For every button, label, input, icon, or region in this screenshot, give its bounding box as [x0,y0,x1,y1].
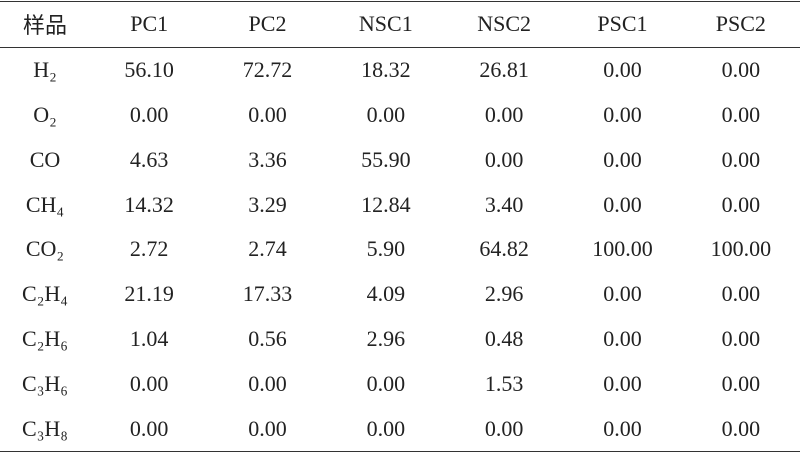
header-cell: PSC2 [715,11,766,37]
value-cell: 0.48 [484,325,524,351]
value-cell: 0.00 [366,370,406,396]
header-cell: 样品 [22,13,67,39]
value-cell: 4.63 [129,146,169,172]
value-cell: 56.10 [124,57,174,83]
value-cell: 0.00 [366,101,406,127]
value-cell: 64.82 [479,236,529,262]
value-cell: 1.04 [129,325,169,351]
table-row: CO₂ 2.72 2.74 5.90 64.82 100.00 100.00 [0,227,800,272]
row-label: CH₄ [25,191,65,217]
value-cell: 0.00 [484,101,524,127]
value-cell: 18.32 [361,57,411,83]
value-cell: 0.00 [721,325,761,351]
value-cell: 12.84 [361,191,411,217]
value-cell: 1.53 [484,370,524,396]
value-cell: 0.00 [248,415,287,441]
value-cell: 0.00 [248,370,287,396]
table-row: CH₄ 14.32 3.29 12.84 3.40 0.00 0.00 [0,182,800,227]
table-row: C₃H₆ 0.00 0.00 0.00 1.53 0.00 0.00 [0,361,800,406]
row-label: C₂H₄ [22,281,68,307]
value-cell: 0.00 [603,101,642,127]
table-row: H₂ 56.10 72.72 18.32 26.81 0.00 0.00 [0,47,800,92]
value-cell: 26.81 [479,57,529,83]
value-cell: 3.29 [248,191,287,217]
value-cell: 0.00 [721,146,761,172]
header-cell: NSC2 [477,11,532,37]
value-cell: 4.09 [366,281,406,307]
value-cell: 0.00 [721,415,761,441]
value-cell: 0.00 [721,57,761,83]
row-label: C₃H₆ [22,370,68,396]
value-cell: 0.00 [366,415,406,441]
header-row: 样品 PC1 PC2 NSC1 NSC2 PSC1 PSC2 [0,1,800,48]
table-row: C₂H₆ 1.04 0.56 2.96 0.48 0.00 0.00 [0,317,800,362]
value-cell: 0.56 [248,325,287,351]
value-cell: 2.74 [248,236,287,262]
value-cell: 0.00 [484,146,524,172]
value-cell: 2.96 [366,325,406,351]
value-cell: 0.00 [129,101,169,127]
value-cell: 0.00 [603,146,642,172]
value-cell: 0.00 [484,415,524,441]
table-row: C₂H₄ 21.19 17.33 4.09 2.96 0.00 0.00 [0,272,800,317]
row-label: C₂H₆ [22,325,68,351]
value-cell: 72.72 [242,57,293,83]
value-cell: 0.00 [603,370,642,396]
row-label: H₂ [33,57,57,83]
header-cell: PC2 [248,11,287,37]
table-row: C₃H₈ 0.00 0.00 0.00 0.00 0.00 0.00 [0,406,800,452]
value-cell: 0.00 [721,370,761,396]
table-row: O₂ 0.00 0.00 0.00 0.00 0.00 0.00 [0,93,800,138]
table-body: H₂ 56.10 72.72 18.32 26.81 0.00 0.00 O₂ 0.00 0.00… [0,47,800,452]
value-cell: 0.00 [248,101,287,127]
row-label: C₃H₈ [22,415,68,441]
header-cell: PC1 [130,11,169,37]
value-cell: 100.00 [592,236,653,262]
row-label: CO [29,146,61,172]
value-cell: 2.72 [129,236,169,262]
value-cell: 100.00 [710,236,772,262]
header-cell: PSC1 [597,11,648,37]
value-cell: 0.00 [603,191,642,217]
value-cell: 0.00 [603,325,642,351]
table-row: CO 4.63 3.36 55.90 0.00 0.00 0.00 [0,137,800,182]
value-cell: 0.00 [721,101,761,127]
value-cell: 0.00 [129,415,169,441]
value-cell: 3.36 [248,146,287,172]
value-cell: 0.00 [129,370,169,396]
value-cell: 17.33 [242,281,293,307]
value-cell: 0.00 [603,57,642,83]
value-cell: 0.00 [721,281,761,307]
row-label: CO₂ [25,236,65,262]
value-cell: 5.90 [366,236,406,262]
value-cell: 21.19 [124,281,174,307]
table-header: 样品 PC1 PC2 NSC1 NSC2 PSC1 PSC2 [0,1,800,48]
header-cell: NSC1 [358,11,413,37]
row-label: O₂ [33,101,57,127]
value-cell: 0.00 [721,191,761,217]
value-cell: 14.32 [124,191,174,217]
value-cell: 0.00 [603,281,642,307]
value-cell: 55.90 [361,146,411,172]
value-cell: 3.40 [484,191,524,217]
value-cell: 2.96 [484,281,524,307]
value-cell: 0.00 [603,415,642,441]
